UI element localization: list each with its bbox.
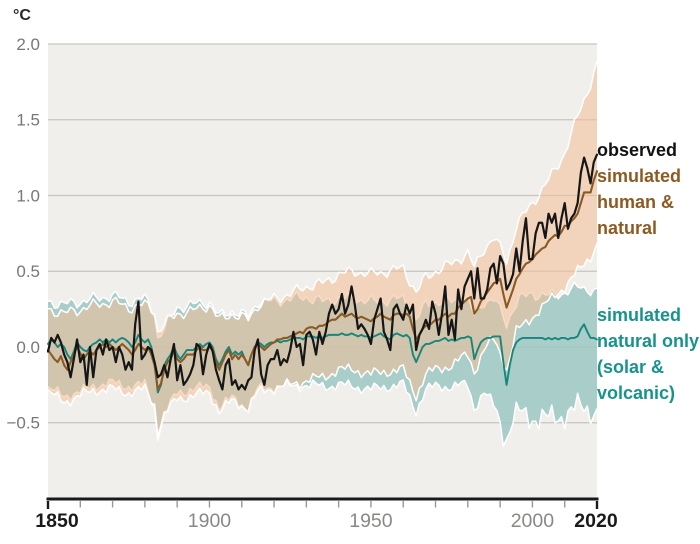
legend-observed: observed [597, 140, 678, 160]
y-tick-label-0.5: 0.5 [16, 262, 40, 281]
y-tick-label-1.5: 1.5 [16, 111, 40, 130]
x-tick-label-1850: 1850 [35, 510, 79, 532]
y-tick-label-1: 1.0 [16, 186, 40, 205]
legend-simulated-natural-only: simulated natural only (solar & volcanic… [597, 305, 700, 403]
line-observed [46, 153, 599, 391]
band-human-natural [48, 61, 597, 436]
x-tick-label-2000: 2000 [511, 510, 555, 532]
x-tick-label-1950: 1950 [349, 510, 393, 532]
line-simulated-human-natural [46, 170, 599, 391]
y-tick-label-2: 2.0 [16, 35, 40, 54]
band-human-natural-lower-edge [47, 242, 598, 437]
y-tick-label--0.5: −0.5 [6, 414, 40, 433]
x-tick-label-1900: 1900 [188, 510, 232, 532]
legend-simulated-human-natural: simulated human & natural [597, 166, 682, 238]
x-tick-label-2020: 2020 [574, 510, 618, 532]
y-axis-unit-label: °C [13, 7, 31, 24]
y-tick-label-0: 0.0 [16, 338, 40, 357]
